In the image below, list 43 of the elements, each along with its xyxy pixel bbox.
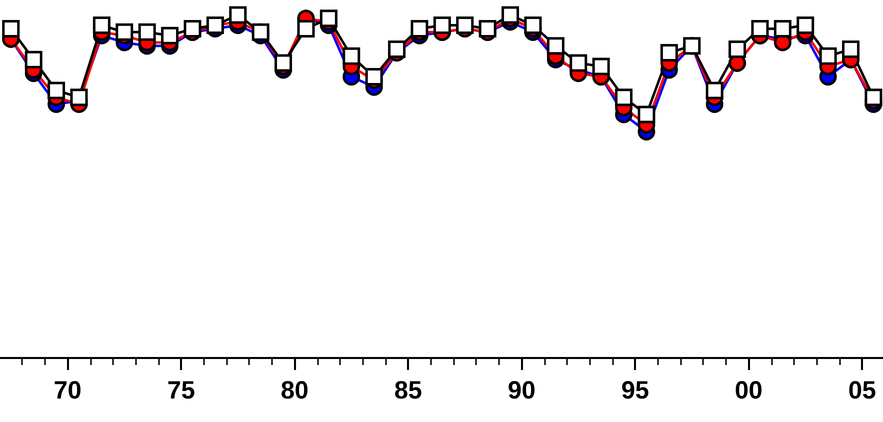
point (570, 54, 588, 72)
point (388, 40, 406, 58)
point (92, 16, 110, 34)
point (24, 50, 42, 68)
point (638, 106, 656, 124)
point (342, 47, 360, 65)
point (546, 37, 564, 55)
point (274, 54, 292, 72)
point (138, 23, 156, 41)
point (728, 40, 746, 58)
x-tick-label: 85 (394, 376, 422, 404)
x-tick-label: 05 (848, 376, 876, 404)
point (297, 20, 315, 38)
point (184, 20, 202, 38)
point (365, 68, 383, 86)
point (478, 20, 496, 38)
point (615, 88, 633, 106)
x-tick-label: 90 (508, 376, 536, 404)
point (592, 58, 610, 76)
x-tick-label: 75 (167, 376, 196, 404)
point (819, 47, 837, 65)
point (524, 16, 542, 34)
point (48, 82, 66, 100)
point (70, 88, 88, 106)
point (660, 44, 678, 62)
point (410, 20, 428, 38)
point (502, 6, 520, 24)
point (229, 6, 247, 24)
point (751, 20, 769, 38)
point (864, 88, 882, 106)
x-tick-label: 00 (734, 376, 763, 404)
x-tick-label: 70 (54, 376, 82, 404)
point (116, 23, 134, 41)
point (433, 16, 451, 34)
point (796, 16, 814, 34)
point (161, 26, 179, 44)
point (774, 20, 792, 38)
x-tick-label: 80 (280, 376, 309, 404)
point (2, 20, 20, 38)
point (842, 40, 860, 58)
x-tick-label: 95 (621, 376, 650, 404)
point (456, 16, 474, 34)
point (706, 82, 724, 100)
